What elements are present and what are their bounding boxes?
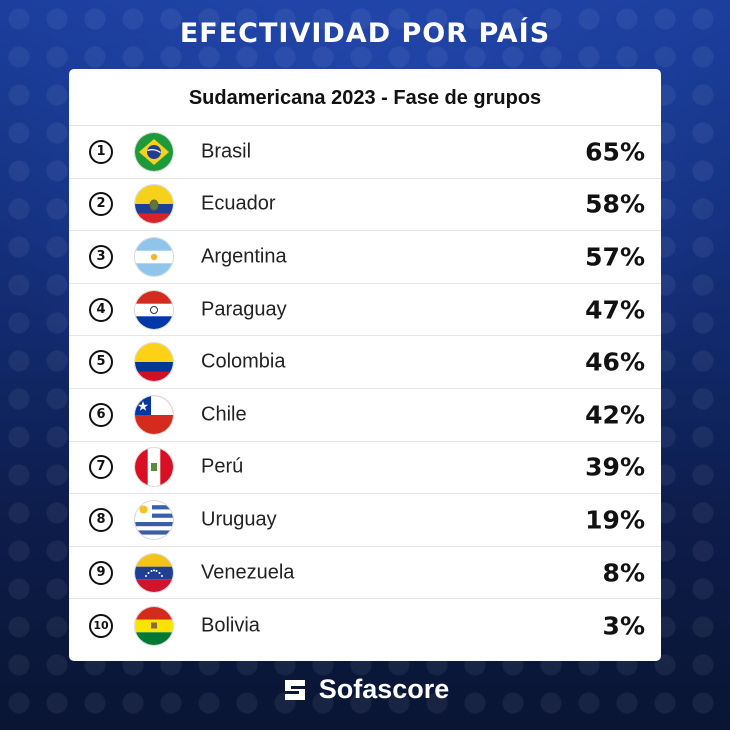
country-name: Argentina [201, 245, 287, 268]
country-name: Uruguay [201, 508, 277, 531]
country-name: Colombia [201, 350, 286, 373]
country-name: Venezuela [201, 561, 295, 584]
table-row: 7 Perú 39% [69, 442, 661, 495]
brand-name: Sofascore [318, 674, 450, 704]
ecuador-flag-icon [135, 185, 173, 224]
rank-badge: 2 [89, 192, 113, 217]
rank-badge: 7 [89, 455, 113, 480]
table-row: 3 Argentina 57% [69, 231, 661, 284]
rank-badge: 3 [89, 244, 113, 269]
brazil-flag-icon [135, 132, 173, 171]
country-name: Brasil [201, 140, 252, 163]
table-row: 5 Colombia 46% [69, 336, 661, 389]
table-row: 10 Bolivia 3% [69, 599, 661, 652]
table-row: 4 Paraguay 47% [69, 284, 661, 337]
effectiveness-value: 58% [585, 189, 645, 219]
effectiveness-value: 46% [585, 347, 645, 377]
argentina-flag-icon [135, 237, 173, 276]
table-row: 1 Brasil 65% [69, 126, 661, 179]
chile-flag-icon [135, 395, 173, 434]
peru-flag-icon [135, 448, 173, 487]
effectiveness-value: 8% [602, 558, 645, 588]
effectiveness-value: 47% [585, 295, 645, 325]
venezuela-flag-icon [135, 553, 173, 592]
rank-badge: 10 [89, 613, 113, 638]
page-title: EFECTIVIDAD POR PAÍS [179, 18, 551, 49]
country-name: Perú [201, 455, 244, 478]
rank-badge: 4 [89, 297, 113, 322]
card-subtitle: Sudamericana 2023 - Fase de grupos [69, 69, 661, 126]
ranking-card: Sudamericana 2023 - Fase de grupos 1 Bra… [69, 69, 661, 661]
colombia-flag-icon [135, 343, 173, 382]
rank-badge: 1 [89, 139, 113, 164]
table-row: 9 Venezuela 8% [69, 547, 661, 600]
table-row: 8 Uruguay 19% [69, 494, 661, 547]
country-name: Paraguay [201, 298, 287, 321]
effectiveness-value: 19% [585, 505, 645, 535]
effectiveness-value: 3% [602, 611, 645, 641]
country-name: Bolivia [201, 614, 260, 637]
country-name: Ecuador [201, 192, 276, 215]
effectiveness-value: 57% [585, 242, 645, 272]
rank-badge: 6 [89, 402, 113, 427]
effectiveness-value: 42% [585, 400, 645, 430]
uruguay-flag-icon [135, 500, 173, 539]
effectiveness-value: 65% [585, 137, 645, 167]
country-name: Chile [201, 403, 247, 426]
bolivia-flag-icon [135, 606, 173, 645]
rank-badge: 5 [89, 350, 113, 375]
table-row: 6 Chile 42% [69, 389, 661, 442]
paraguay-flag-icon [135, 290, 173, 329]
rank-badge: 9 [89, 560, 113, 585]
sofascore-logo-icon [284, 679, 305, 700]
table-row: 2 Ecuador 58% [69, 179, 661, 232]
brand-footer: Sofascore [0, 674, 730, 705]
effectiveness-value: 39% [585, 452, 645, 482]
rank-badge: 8 [89, 507, 113, 532]
